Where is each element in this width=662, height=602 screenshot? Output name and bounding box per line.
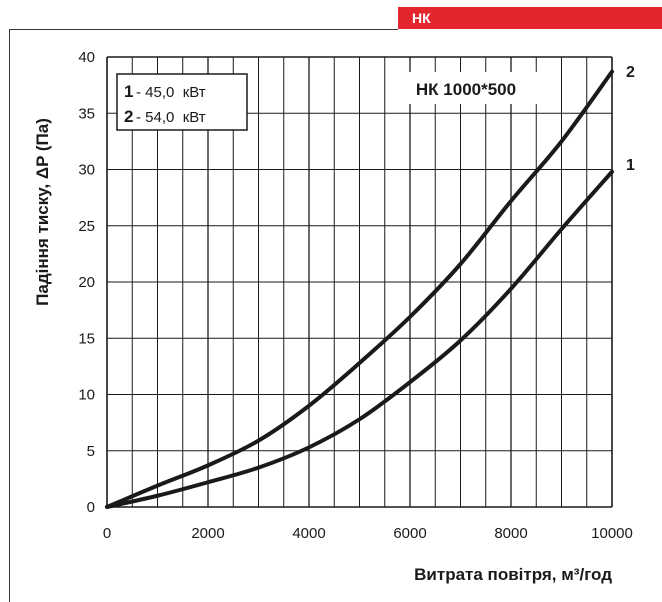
y-tick-label: 35 xyxy=(78,105,95,122)
chart-title-background xyxy=(393,72,540,104)
x-tick-label: 2000 xyxy=(191,525,224,542)
series-2-line xyxy=(105,69,614,509)
y-tick-label: 30 xyxy=(78,162,95,179)
series-1-end-label: 1 xyxy=(626,157,635,174)
legend-entry-2-number: 2 xyxy=(124,107,133,126)
series-1-line xyxy=(105,169,614,509)
category-tag: НК xyxy=(398,7,662,29)
y-tick-label: 15 xyxy=(78,330,95,347)
y-tick-label: 5 xyxy=(87,443,95,460)
y-axis-label: Падіння тиску, ΔP (Па) xyxy=(33,118,52,306)
y-tick-label: 0 xyxy=(87,499,95,516)
legend-entry-2-text: - 54,0 кВт xyxy=(136,109,206,126)
x-tick-label: 8000 xyxy=(494,525,527,542)
tick-layer: 0 2000 4000 6000 8000 10000 0 5 10 15 20 25 30 35 40 xyxy=(78,49,633,542)
frame-border-left xyxy=(9,30,10,602)
y-tick-label: 20 xyxy=(78,274,95,291)
legend-entry-1-text: - 45,0 кВт xyxy=(136,84,206,101)
x-tick-label: 6000 xyxy=(393,525,426,542)
grid-layer xyxy=(106,56,613,508)
x-axis-label: Витрата повітря, м³/год xyxy=(414,565,612,584)
legend: 1 - 45,0 кВт 2 - 54,0 кВт xyxy=(116,73,248,131)
y-tick-label: 25 xyxy=(78,218,95,235)
legend-box xyxy=(116,73,248,131)
x-tick-label: 10000 xyxy=(591,525,633,542)
frame-border-top xyxy=(9,29,398,30)
legend-entry-1-number: 1 xyxy=(124,82,133,101)
series-2-end-label: 2 xyxy=(626,64,635,81)
series-layer xyxy=(105,69,614,509)
y-tick-label: 40 xyxy=(78,49,95,66)
y-tick-label: 10 xyxy=(78,387,95,404)
x-tick-label: 0 xyxy=(103,525,111,542)
chart-title: НК 1000*500 xyxy=(416,80,516,99)
x-tick-label: 4000 xyxy=(292,525,325,542)
